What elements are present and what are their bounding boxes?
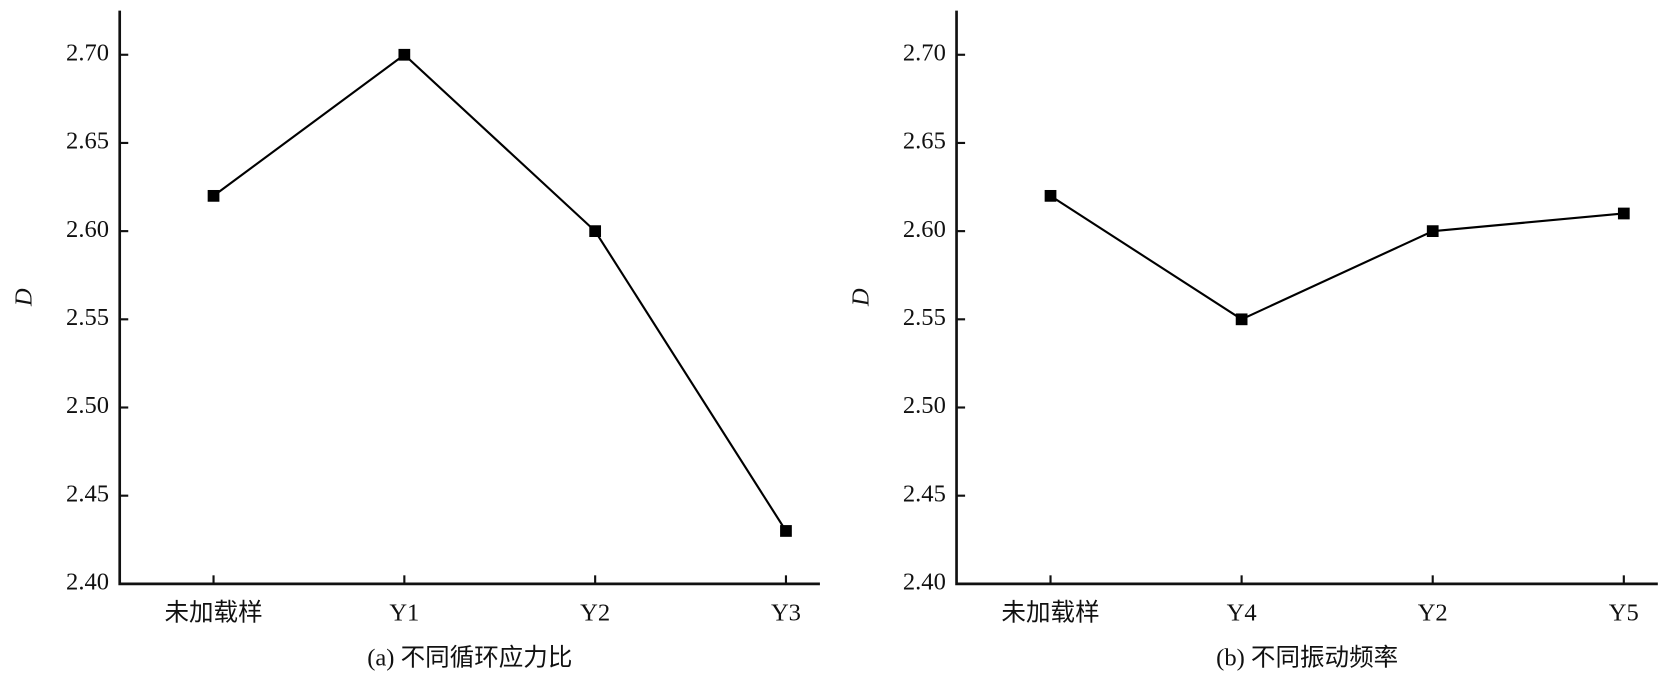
x-tick-label: Y2 [1418, 599, 1448, 626]
y-tick-label: 2.55 [66, 304, 109, 331]
x-tick-label: Y5 [1609, 599, 1639, 626]
y-axis-label: D [847, 288, 874, 307]
y-tick-label: 2.65 [903, 128, 946, 155]
marker [1235, 313, 1248, 326]
y-tick-label: 2.55 [903, 304, 946, 331]
axes [955, 10, 1658, 586]
y-tick-label: 2.60 [66, 216, 109, 243]
x-tick-label: Y1 [389, 599, 419, 626]
axes [118, 10, 820, 586]
y-tick-label: 2.65 [66, 128, 109, 155]
marker [1044, 189, 1057, 202]
x-tick-label: Y3 [771, 599, 801, 626]
y-tick-label: 2.40 [66, 569, 109, 596]
y-tick-label: 2.50 [66, 392, 109, 419]
marker [589, 225, 602, 238]
marker [398, 48, 411, 61]
line [1049, 194, 1624, 321]
marker [1617, 207, 1630, 220]
x-tick-label: Y4 [1227, 599, 1257, 626]
y-tick-label: 2.60 [903, 216, 946, 243]
x-tick-label: Y2 [580, 599, 610, 626]
y-tick-label: 2.45 [66, 480, 109, 507]
x-axis-label: (b) 不同振动频率 [1216, 643, 1398, 671]
marker [1426, 225, 1439, 238]
marker [780, 525, 792, 537]
y-tick-label: 2.40 [903, 569, 946, 596]
y-tick-label: 2.50 [903, 392, 946, 419]
line [212, 53, 787, 532]
y-tick-label: 2.70 [66, 39, 109, 66]
y-axis-label: D [10, 288, 37, 307]
x-tick-label: 未加载样 [1001, 598, 1099, 626]
marker [207, 189, 220, 202]
x-axis-label: (a) 不同循环应力比 [367, 643, 572, 671]
x-tick-label: 未加载样 [164, 598, 262, 626]
y-tick-label: 2.70 [903, 39, 946, 66]
y-tick-label: 2.45 [903, 480, 946, 507]
